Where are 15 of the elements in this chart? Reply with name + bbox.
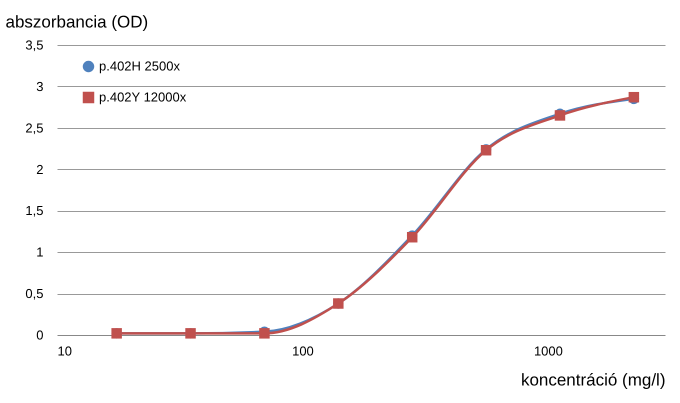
y-tick-label: 1,5 [25, 203, 44, 218]
x-tick-label: 1000 [534, 344, 563, 358]
x-tick-label: 100 [292, 344, 314, 358]
y-tick-label: 2,5 [25, 120, 44, 136]
x-tick-label: 10 [58, 344, 72, 358]
y-tick-label: 0,5 [25, 286, 44, 302]
y-tick-label: 0 [36, 328, 44, 342]
y-tick-label: 2 [36, 162, 44, 177]
legend-label: p.402Y 12000x [99, 90, 187, 104]
x-axis-title: koncentráció (mg/l) [520, 370, 666, 390]
y-tick-label: 3 [36, 78, 44, 94]
legend-label: p.402H 2500x [99, 58, 180, 74]
y-tick-label: 3,5 [25, 38, 44, 52]
y-tick-label: 1 [36, 244, 44, 260]
y-axis-title: abszorbancia (OD) [6, 12, 148, 32]
